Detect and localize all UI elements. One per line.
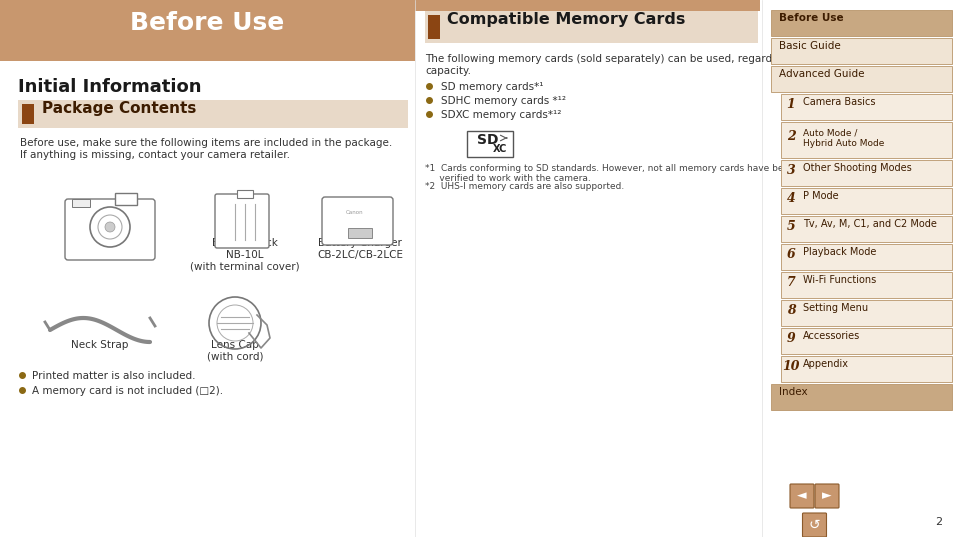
Text: 1: 1 xyxy=(786,98,795,111)
Bar xyxy=(781,356,951,382)
Text: Other Shooting Modes: Other Shooting Modes xyxy=(802,163,911,173)
Bar xyxy=(770,384,951,410)
Text: ►: ► xyxy=(821,490,831,503)
Text: SDXC memory cards*¹²: SDXC memory cards*¹² xyxy=(440,110,560,120)
Bar xyxy=(781,244,951,270)
Text: Compatible Memory Cards: Compatible Memory Cards xyxy=(447,12,684,27)
Text: SD memory cards*¹: SD memory cards*¹ xyxy=(440,82,543,92)
Text: SDHC memory cards *¹²: SDHC memory cards *¹² xyxy=(440,96,565,106)
Text: Basic Guide: Basic Guide xyxy=(779,41,840,51)
Text: Initial Information: Initial Information xyxy=(18,78,201,96)
Text: Setting Menu: Setting Menu xyxy=(802,303,867,313)
Bar xyxy=(781,272,951,298)
Circle shape xyxy=(105,222,115,232)
Text: 5: 5 xyxy=(786,220,795,233)
Bar xyxy=(770,10,951,36)
Bar xyxy=(781,216,951,242)
Text: Hybrid Auto Mode: Hybrid Auto Mode xyxy=(802,139,883,148)
Text: 7: 7 xyxy=(786,275,795,288)
Text: Lens Cap
(with cord): Lens Cap (with cord) xyxy=(207,340,263,361)
Text: 3: 3 xyxy=(786,163,795,177)
Bar xyxy=(236,190,253,198)
Text: If anything is missing, contact your camera retailer.: If anything is missing, contact your cam… xyxy=(20,150,290,160)
Text: Wi-Fi Functions: Wi-Fi Functions xyxy=(802,275,876,285)
FancyBboxPatch shape xyxy=(214,194,269,248)
Text: *1  Cards conforming to SD standards. However, not all memory cards have been
  : *1 Cards conforming to SD standards. How… xyxy=(424,164,794,184)
Text: Battery Charger
CB-2LC/CB-2LCE: Battery Charger CB-2LC/CB-2LCE xyxy=(316,238,402,259)
Text: Auto Mode /: Auto Mode / xyxy=(802,129,857,138)
Bar xyxy=(0,0,760,11)
Text: 2: 2 xyxy=(934,517,941,527)
Text: 4: 4 xyxy=(786,192,795,205)
Text: Canon: Canon xyxy=(346,209,363,214)
Text: Package Contents: Package Contents xyxy=(42,101,196,116)
Text: Appendix: Appendix xyxy=(802,359,848,369)
Bar xyxy=(781,160,951,186)
Text: Accessories: Accessories xyxy=(802,331,860,341)
FancyBboxPatch shape xyxy=(801,513,825,537)
Bar xyxy=(115,193,137,205)
Text: 9: 9 xyxy=(786,331,795,345)
Bar xyxy=(781,300,951,326)
Bar xyxy=(770,38,951,64)
Text: Advanced Guide: Advanced Guide xyxy=(779,69,863,79)
Bar xyxy=(781,122,951,158)
Text: Neck Strap: Neck Strap xyxy=(71,340,129,350)
Text: *2  UHS-I memory cards are also supported.: *2 UHS-I memory cards are also supported… xyxy=(424,182,623,191)
Text: 10: 10 xyxy=(781,359,799,373)
FancyBboxPatch shape xyxy=(65,199,154,260)
FancyBboxPatch shape xyxy=(322,197,393,245)
Bar xyxy=(768,0,953,537)
Text: The following memory cards (sold separately) can be used, regardless of
capacity: The following memory cards (sold separat… xyxy=(424,54,805,76)
FancyBboxPatch shape xyxy=(814,484,838,508)
Bar xyxy=(22,104,34,124)
Text: Camera: Camera xyxy=(90,238,131,248)
Bar xyxy=(428,15,439,39)
Bar xyxy=(0,11,415,61)
Text: Playback Mode: Playback Mode xyxy=(802,247,876,257)
Bar xyxy=(18,100,408,128)
Text: ↺: ↺ xyxy=(808,518,820,532)
Text: SD: SD xyxy=(476,133,498,147)
Text: XC: XC xyxy=(493,144,507,154)
FancyBboxPatch shape xyxy=(467,131,513,157)
Text: Printed matter is also included.: Printed matter is also included. xyxy=(32,371,195,381)
Text: Tv, Av, M, C1, and C2 Mode: Tv, Av, M, C1, and C2 Mode xyxy=(802,219,936,229)
Bar xyxy=(71,199,90,207)
Bar xyxy=(424,11,758,43)
FancyBboxPatch shape xyxy=(789,484,813,508)
Text: ◄: ◄ xyxy=(797,490,806,503)
Text: Camera Basics: Camera Basics xyxy=(802,97,875,107)
Text: P Mode: P Mode xyxy=(802,191,838,201)
Bar xyxy=(781,188,951,214)
Text: Before Use: Before Use xyxy=(130,11,284,35)
Text: 8: 8 xyxy=(786,303,795,316)
Text: Before Use: Before Use xyxy=(779,13,842,23)
Text: Before use, make sure the following items are included in the package.: Before use, make sure the following item… xyxy=(20,138,392,148)
Text: Battery Pack
NB-10L
(with terminal cover): Battery Pack NB-10L (with terminal cover… xyxy=(190,238,299,271)
Bar xyxy=(781,328,951,354)
Bar xyxy=(770,66,951,92)
Bar xyxy=(781,94,951,120)
Text: Index: Index xyxy=(779,387,807,397)
Text: 6: 6 xyxy=(786,248,795,260)
Bar xyxy=(348,228,372,238)
Text: 2: 2 xyxy=(786,130,795,143)
Text: A memory card is not included (□2).: A memory card is not included (□2). xyxy=(32,386,223,396)
